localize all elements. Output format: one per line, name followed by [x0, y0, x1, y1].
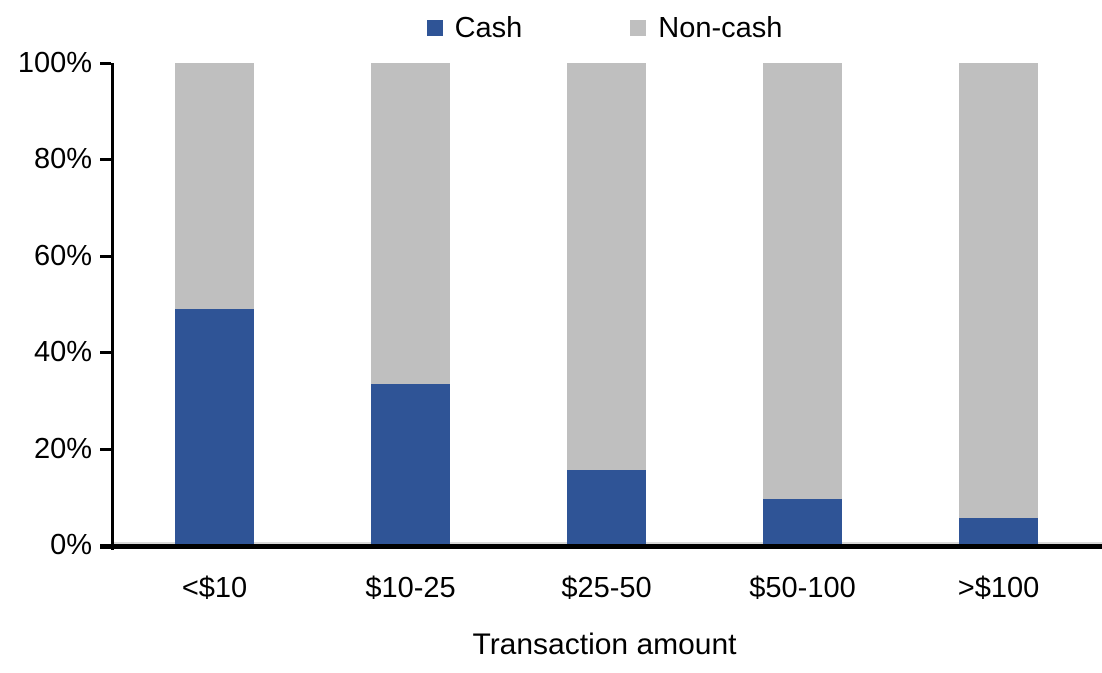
non-cash-legend-swatch	[630, 20, 647, 36]
x-axis-title: Transaction amount	[472, 628, 737, 661]
bar-segment-noncash	[567, 63, 646, 470]
y-axis-tick	[100, 158, 111, 162]
y-tick-label: 80%	[33, 143, 92, 176]
y-axis-tick	[100, 62, 111, 65]
cash-legend-swatch	[426, 20, 443, 36]
bar-segment-noncash	[959, 63, 1038, 518]
bar-segment-noncash	[371, 63, 450, 384]
y-axis-tick	[100, 447, 111, 451]
non-cash-legend-label: Non-cash	[658, 11, 783, 44]
bar-segment-cash	[567, 470, 646, 545]
legend-item-non-cash: Non-cash	[630, 11, 783, 44]
x-tick-label: <$10	[181, 572, 248, 604]
x-tick-label: $10-25	[365, 572, 456, 604]
legend: Cash Non-cash	[111, 10, 1098, 46]
bar-segment-cash	[959, 518, 1038, 545]
y-tick-label: 0%	[50, 529, 92, 561]
bar-segment-cash	[175, 309, 254, 545]
y-tick-label: 20%	[33, 432, 92, 465]
legend-item-cash: Cash	[426, 11, 523, 44]
x-tick-label: $25-50	[561, 572, 652, 604]
bar-segment-noncash	[175, 63, 254, 309]
y-axis-tick	[100, 351, 111, 355]
x-tick-label: $50-100	[749, 572, 856, 604]
x-tick-label: >$100	[957, 572, 1040, 604]
x-axis-line	[100, 544, 1102, 549]
bar-segment-cash	[763, 499, 842, 545]
y-axis-line	[111, 63, 114, 550]
y-tick-label: 40%	[33, 336, 92, 369]
cash-legend-label: Cash	[454, 11, 523, 44]
y-tick-label: 100%	[17, 47, 92, 79]
y-axis-tick	[100, 254, 111, 258]
y-tick-label: 60%	[33, 239, 92, 272]
bar-segment-cash	[371, 384, 450, 545]
bar-segment-noncash	[763, 63, 842, 499]
